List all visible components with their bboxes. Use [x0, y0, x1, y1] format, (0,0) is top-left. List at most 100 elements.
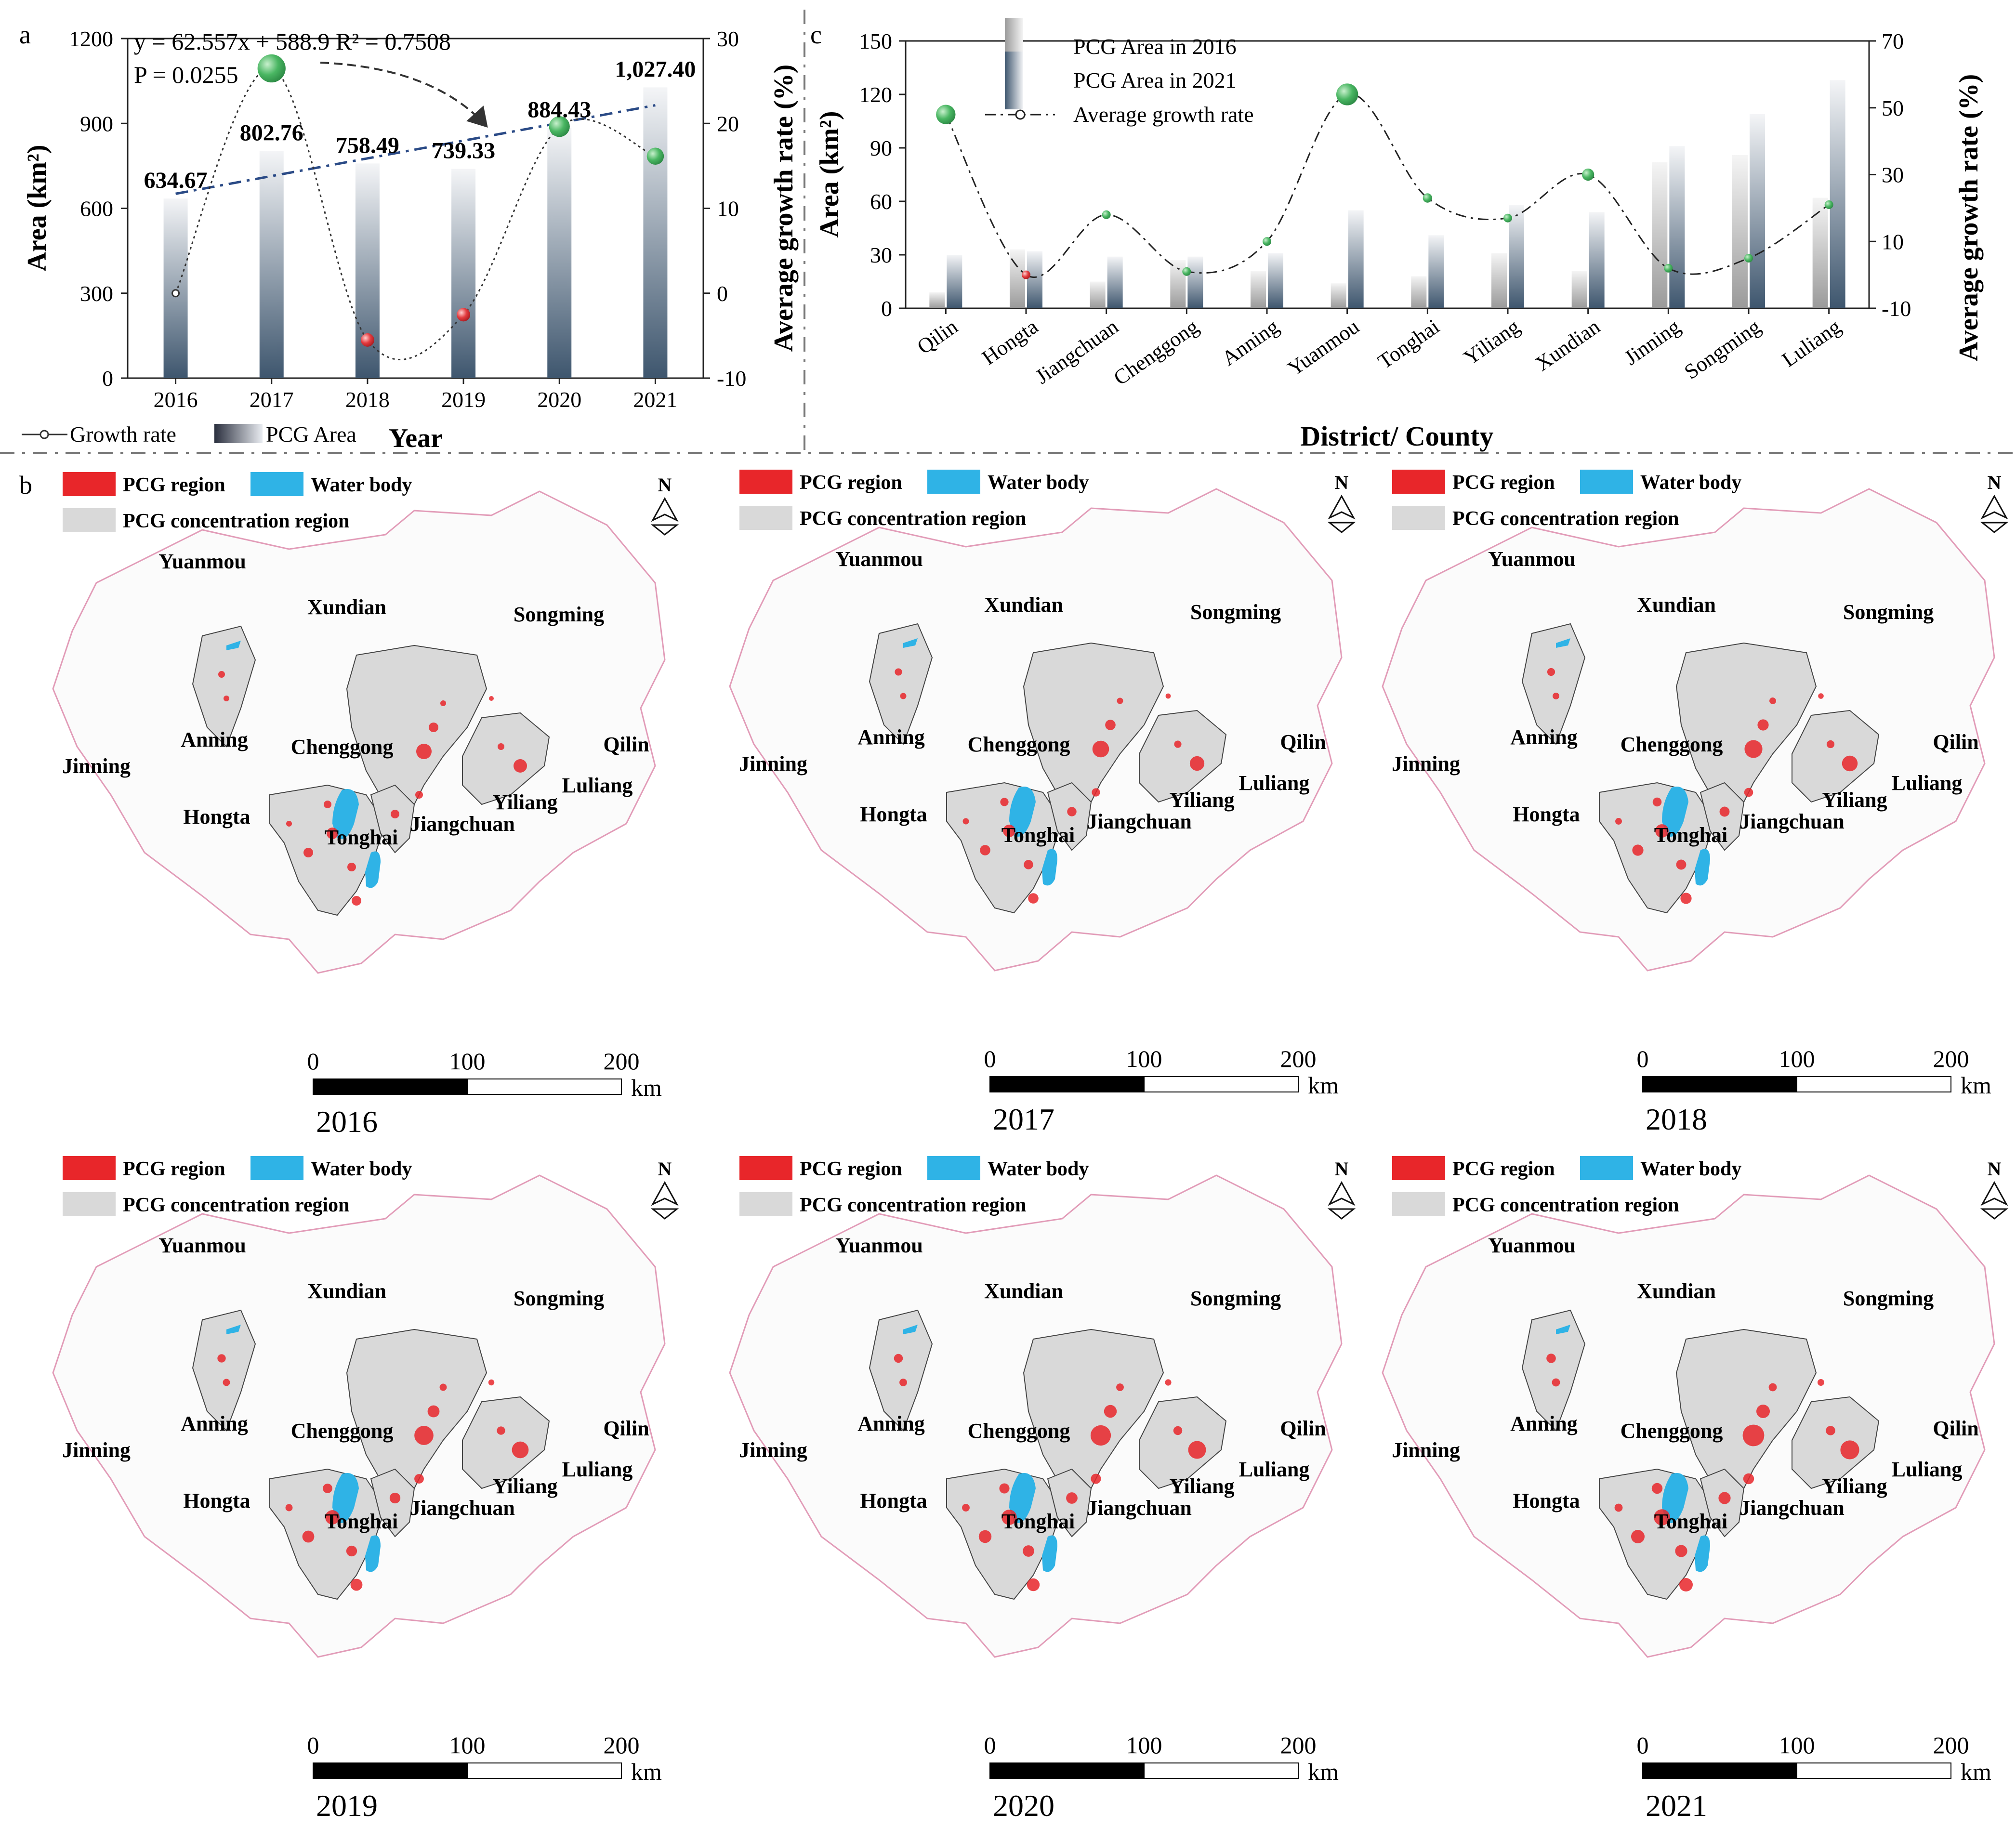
bar-2016-Yuanmou	[1331, 283, 1346, 308]
district-label-yiliang: Yiliang	[1822, 788, 1887, 812]
panel-c-y-ticks: 0 30 60 90 120 150	[859, 29, 906, 321]
scale-tick-label: 200	[604, 1048, 640, 1075]
avg-growth-point-Tonghai	[1423, 193, 1432, 203]
scale-tick-label: 0	[307, 1732, 319, 1759]
pcg-region-patch	[1675, 1545, 1687, 1557]
panel-c-y2-axis-title: Average growth rate (%)	[1954, 74, 1984, 362]
scale-bar-white	[1144, 1762, 1299, 1779]
avg-growth-point-Xundian	[1582, 168, 1594, 181]
bar-2016	[163, 198, 188, 378]
water-body	[1042, 1535, 1057, 1572]
bar-2021-Qilin	[947, 255, 962, 308]
bar-2016-Songming	[1732, 155, 1748, 308]
y-tick-label: 900	[80, 111, 113, 136]
legend-water-swatch	[1580, 470, 1633, 494]
pcg-region-patch	[895, 668, 902, 676]
pcg-region-patch	[1768, 1383, 1777, 1392]
scale-tick-label: 0	[984, 1732, 996, 1759]
district-label-yiliang: Yiliang	[492, 790, 557, 814]
pcg-region-patch	[1654, 1509, 1670, 1526]
avg-growth-point-Yiliang	[1503, 213, 1512, 223]
value-label-2016: 634.67	[144, 168, 208, 193]
legend-water-swatch	[1580, 1156, 1633, 1180]
district-label-songming: Songming	[1843, 600, 1934, 624]
map-2017: PCG region Water body PCG concentration re…	[729, 470, 1356, 1136]
x-tick-label: 2016	[154, 387, 198, 412]
pcg-region-patch	[999, 1483, 1010, 1494]
x-tick-label: Xundian	[1531, 315, 1604, 376]
bar-2021-Jiangchuan	[1107, 256, 1123, 308]
district-label-jinning: Jinning	[739, 1438, 807, 1462]
pcg-region-patch	[1091, 1473, 1101, 1484]
panel-a-value-labels: 634.67 802.76 758.49 739.33 884.43 1,027.40	[144, 56, 696, 193]
pcg-region-patch	[327, 828, 338, 839]
scale-unit: km	[1308, 1758, 1339, 1785]
district-label-tonghai: Tonghai	[325, 826, 398, 849]
pcg-region-patch	[498, 743, 504, 750]
scale-tick-label: 100	[1126, 1045, 1162, 1072]
map-2019: PCG region Water body PCG concentration re…	[52, 1156, 679, 1823]
water-body	[1662, 1473, 1688, 1523]
scale-tick-label: 200	[1933, 1045, 1969, 1072]
x-tick-label: 2020	[537, 387, 581, 412]
legend-water-label: Water body	[988, 1158, 1089, 1180]
district-label-hongta: Hongta	[1513, 802, 1580, 826]
pcg-region-patch	[415, 791, 423, 799]
pcg-region-patch	[1719, 806, 1730, 817]
value-label-2021: 1,027.40	[615, 56, 696, 82]
bar-2016-Tonghai	[1411, 276, 1427, 308]
legend-area-swatch	[214, 424, 263, 443]
x-tick-label: 2021	[633, 387, 677, 412]
pcg-concentration-region	[869, 1309, 933, 1432]
legend-concentration-label: PCG concentration region	[123, 510, 350, 532]
district-label-yuanmou: Yuanmou	[1488, 547, 1576, 571]
y2-tick-label: 10	[1882, 229, 1904, 254]
district-label-yiliang: Yiliang	[1169, 1474, 1234, 1498]
panel-c-growth-line	[936, 83, 1833, 279]
avg-growth-point-Yuanmou	[1336, 83, 1358, 105]
pcg-region-patch	[1024, 860, 1033, 869]
pcg-region-patch	[346, 1545, 357, 1557]
value-label-2017: 802.76	[240, 120, 303, 145]
district-label-luliang: Luliang	[1892, 771, 1963, 795]
pcg-concentration-region	[869, 623, 933, 745]
y-tick-label: 120	[859, 82, 892, 107]
legend-2021-swatch	[1005, 52, 1023, 109]
avg-growth-point-Luliang	[1824, 200, 1833, 209]
pcg-region-patch	[1188, 1441, 1206, 1459]
pcg-region-patch	[978, 1530, 992, 1543]
pcg-region-patch	[489, 696, 494, 701]
pcg-concentration-region	[1792, 710, 1880, 803]
pcg-concentration-region	[346, 644, 488, 805]
district-label-chenggong: Chenggong	[291, 735, 394, 759]
legend-growth-label: Growth rate	[70, 422, 176, 447]
value-label-2018: 758.49	[336, 132, 399, 158]
north-label: N	[1335, 1158, 1349, 1180]
pcg-concentration-region	[946, 1468, 1063, 1600]
avg-growth-point-Hongta	[1022, 270, 1030, 279]
legend-pcg-label: PCG region	[123, 1158, 225, 1180]
scale-bar-white	[467, 1078, 622, 1095]
district-label-jiangchuan: Jiangchuan	[1087, 1496, 1192, 1520]
pcg-concentration-region	[269, 784, 386, 916]
district-label-hongta: Hongta	[183, 805, 250, 829]
district-label-songming: Songming	[1190, 600, 1281, 624]
scale-bar-black	[989, 1076, 1145, 1092]
bar-2019	[451, 169, 476, 378]
district-label-yiliang: Yiliang	[492, 1474, 557, 1498]
pcg-region-patch	[218, 671, 225, 678]
bar-2021-Anning	[1268, 253, 1283, 308]
legend-pcg-swatch	[63, 472, 116, 496]
district-label-chenggong: Chenggong	[1621, 1419, 1723, 1443]
y-tick-label: 600	[80, 197, 113, 221]
panel-a-y2-axis-title: Average growth rate (%)	[769, 65, 799, 352]
scale-bar-black	[989, 1762, 1145, 1779]
north-label: N	[1988, 472, 2002, 493]
district-label-jiangchuan: Jiangchuan	[1739, 1496, 1845, 1520]
x-tick-label: Anning	[1218, 315, 1283, 370]
district-label-yuanmou: Yuanmou	[835, 547, 923, 571]
panel-c-y2-ticks: -10 10 30 50 70	[1869, 29, 1911, 321]
legend-concentration-swatch	[1392, 1192, 1445, 1216]
legend-water-label: Water body	[311, 1158, 412, 1180]
pcg-concentration-region	[1521, 623, 1586, 745]
